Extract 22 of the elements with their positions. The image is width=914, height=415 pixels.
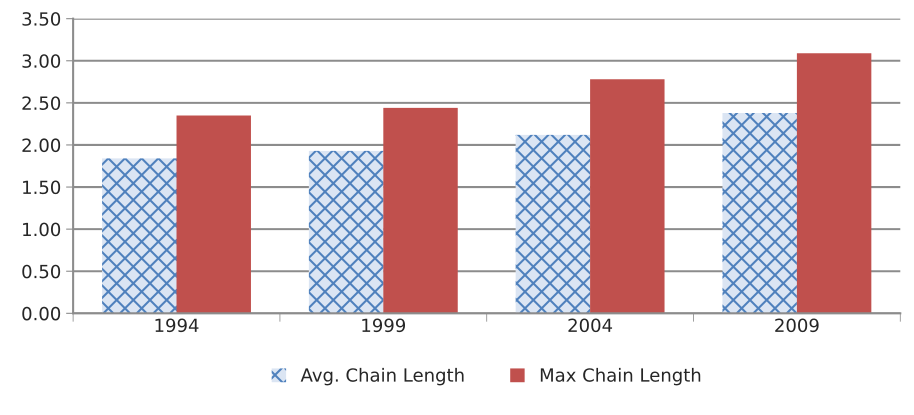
bar (176, 115, 251, 314)
y-tick-label: 1.00 (23, 222, 60, 236)
bar (590, 79, 665, 314)
x-tick-label: 2004 (568, 318, 612, 332)
x-tick-label: 2009 (775, 318, 819, 332)
bar (308, 150, 384, 314)
legend-label: Avg. Chain Length (300, 368, 464, 386)
legend-label: Max Chain Length (540, 368, 700, 386)
bar (516, 134, 590, 314)
y-tick-label: 0.50 (22, 264, 60, 278)
bar (102, 158, 177, 314)
y-tick-label: 3.50 (22, 12, 60, 26)
bar (383, 108, 458, 314)
y-tick-label: 2.00 (22, 138, 60, 152)
y-tick-label: 1.50 (23, 180, 60, 194)
y-tick-label: 3.00 (22, 54, 60, 68)
x-tick-label: 1994 (156, 318, 198, 332)
y-tick-label: 2.50 (22, 96, 60, 110)
bar (796, 53, 872, 314)
y-tick-label: 0.00 (22, 306, 60, 320)
x-tick-label: 1999 (362, 318, 406, 332)
bar (722, 112, 797, 314)
